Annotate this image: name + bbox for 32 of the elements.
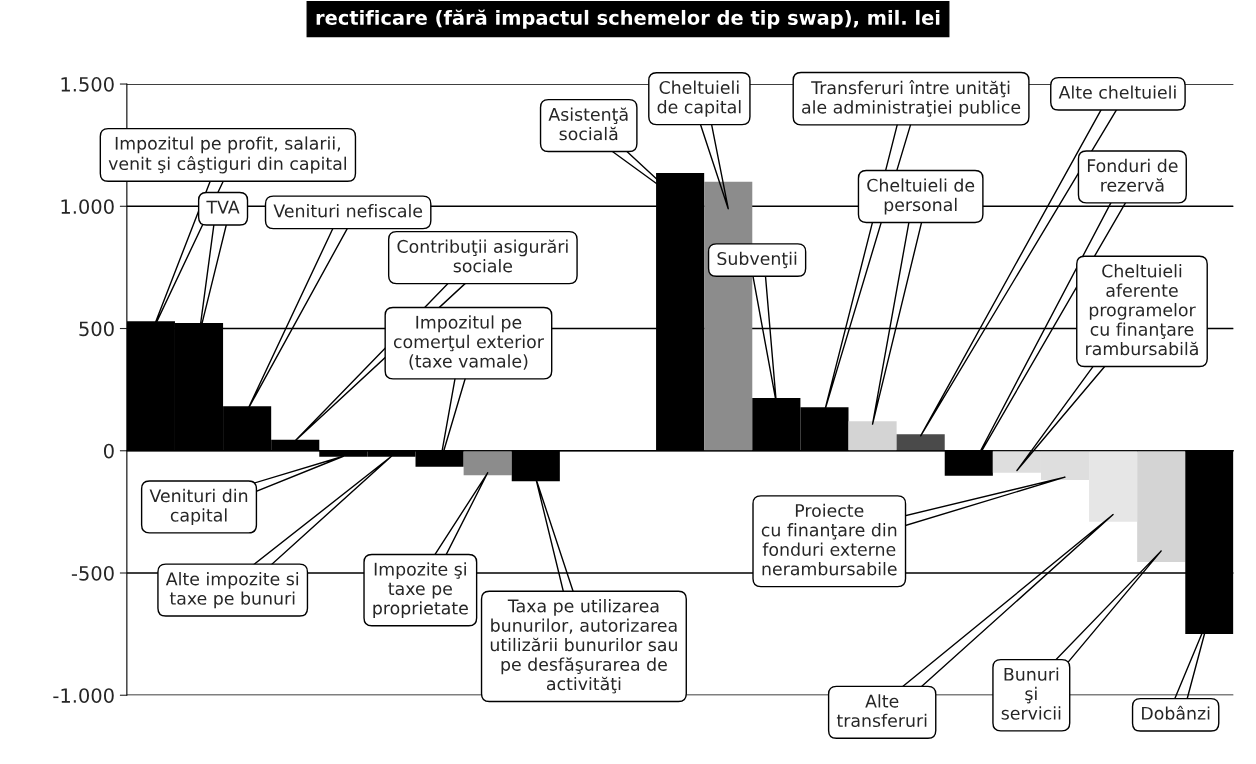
annotation: Transferuri între unităţi ale administraţiei publice xyxy=(802,80,1021,118)
annotation: Contribuţii asigurări sociale xyxy=(397,239,568,273)
annotation: TVA xyxy=(206,200,240,214)
y-tick-label: -500 xyxy=(71,565,114,581)
annotation: Proiecte cu finanţare din fonduri externe nerambursabile xyxy=(761,503,897,576)
annotation: Taxa pe utilizarea bunurilor, autorizarea utilizării bunurilor sau pe desfăşurarea de activităţi xyxy=(490,599,677,694)
annotation: Cheltuieli de capital xyxy=(657,80,741,117)
annotation: Alte transferuri xyxy=(836,694,927,728)
annotation: Asistenţă socială xyxy=(548,107,628,141)
annotation: Alte impozite si taxe pe bunuri xyxy=(165,571,299,609)
bar xyxy=(463,450,512,476)
annotation: Fonduri de rezervă xyxy=(1087,158,1178,192)
bar xyxy=(848,421,897,451)
annotation: Venituri din capital xyxy=(149,488,248,526)
y-tick-label: 1.000 xyxy=(61,199,114,214)
annotation: Subvenţii xyxy=(717,251,797,269)
annotation: Bunuri şi servicii xyxy=(1001,667,1061,720)
annotation: Impozite şi taxe pe proprietate xyxy=(373,562,468,618)
y-tick-label: 1.500 xyxy=(61,77,114,92)
bar xyxy=(1137,450,1186,562)
annotation: Impozitul pe comerţul exterior (taxe vamale) xyxy=(393,315,544,370)
annotation: Venituri nefiscale xyxy=(273,203,423,218)
bar xyxy=(896,434,945,451)
y-tick-label: -1.000 xyxy=(53,688,114,703)
annotation: Alte cheltuieli xyxy=(1058,85,1176,99)
y-tick-label: 500 xyxy=(79,321,114,337)
annotation: Cheltuieli aferente programelor cu finanţare rambursabilă xyxy=(1086,264,1198,356)
chart-title: rectificare (fără impactul schemelor de tip swap), mil. lei xyxy=(316,9,940,29)
annotation: Impozitul pe profit, salarii, venit şi câştiguri din capital xyxy=(108,136,347,174)
annotation: Cheltuieli de personal xyxy=(867,178,975,215)
text: Dobânzi xyxy=(1142,705,1210,720)
y-tick-label: 0 xyxy=(103,443,114,459)
